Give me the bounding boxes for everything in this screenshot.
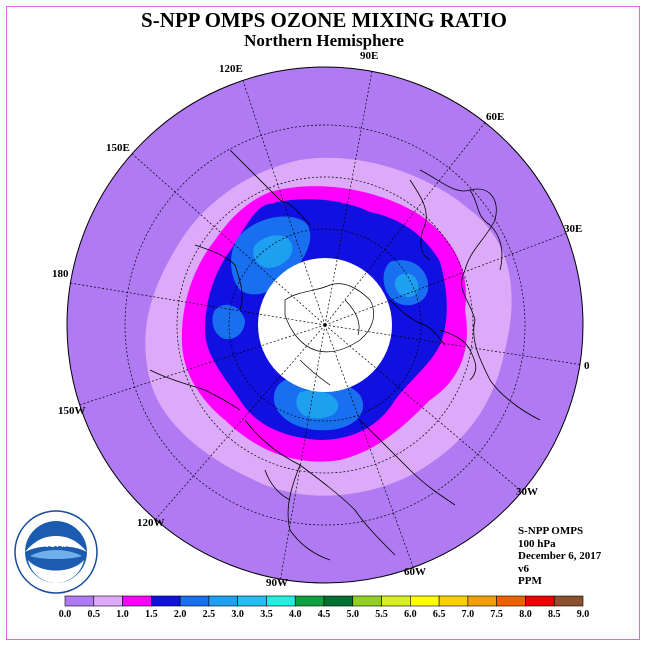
- colorbar-tick-label: 0.0: [58, 609, 72, 620]
- colorbar-tick-label: 1.0: [116, 609, 129, 620]
- contour-lightblue-1: [253, 235, 293, 268]
- arctic-coastlines: [284, 283, 374, 386]
- colorbar-swatch: [294, 595, 325, 607]
- lon-label-60w: 60W: [404, 566, 426, 578]
- colorbar-tick-label: 2.0: [173, 609, 187, 620]
- colorbar-tick-label: 8.0: [519, 609, 532, 620]
- colorbar-tick-label: 2.5: [202, 609, 216, 620]
- colorbar-tick-label: 5.5: [375, 609, 388, 620]
- colorbar-swatch: [553, 595, 584, 607]
- colorbar-tick-label: 7.0: [461, 609, 475, 620]
- colorbar-swatch: [467, 595, 497, 607]
- colorbar-tick-label: 5.0: [346, 609, 360, 620]
- map-subtitle: Northern Hemisphere: [244, 31, 404, 50]
- colorbar-tick-label: 1.5: [145, 609, 158, 620]
- lon-label-90e: 90E: [360, 50, 379, 62]
- colorbar-tick-label: 6.5: [432, 609, 446, 620]
- lon-label-0: 0: [584, 360, 590, 372]
- colorbar-swatch: [208, 595, 238, 607]
- colorbar-swatch: [64, 595, 95, 607]
- contour-lightblue-2: [394, 273, 419, 298]
- colorbar-swatch: [151, 595, 181, 607]
- colorbar-tick-label: 7.5: [490, 609, 503, 620]
- colorbar-swatch: [122, 595, 152, 607]
- lon-label-90w: 90W: [266, 577, 288, 589]
- info-block: S-NPP OMPS 100 hPa December 6, 2017 v6 P…: [518, 525, 601, 588]
- info-version: v6: [518, 562, 529, 575]
- lon-label-180: 180: [52, 268, 69, 280]
- coastlines: [149, 149, 541, 561]
- lon-label-120e: 120E: [219, 63, 243, 75]
- map-title: S-NPP OMPS OZONE MIXING RATIO: [141, 8, 507, 32]
- colorbar-swatch: [179, 595, 210, 607]
- colorbar-tick-label: 4.0: [288, 609, 302, 620]
- colorbar-tick-label: 0.5: [87, 609, 101, 620]
- colorbar-swatch: [525, 595, 555, 607]
- colorbar-tick-label: 8.5: [547, 609, 561, 620]
- colorbar-tick-label: 9.0: [576, 609, 590, 620]
- colorbar-tick-label: 3.0: [231, 609, 244, 620]
- info-date: December 6, 2017: [518, 550, 602, 562]
- colorbar-swatch: [410, 595, 440, 607]
- colorbar: [64, 595, 584, 607]
- lon-label-150e: 150E: [106, 142, 130, 154]
- contour-lightblue-3: [296, 390, 339, 419]
- colorbar-swatch: [237, 595, 267, 607]
- contour-midblue-west2: [212, 304, 245, 340]
- info-units: PPM: [518, 575, 542, 587]
- lon-label-120w: 120W: [137, 517, 165, 529]
- lon-label-60e: 60E: [486, 111, 505, 123]
- colorbar-swatch: [93, 595, 123, 607]
- map-border: [66, 66, 584, 584]
- graticule: [69, 67, 583, 583]
- colorbar-swatch: [352, 595, 382, 607]
- colorbar-tick-label: 3.5: [260, 609, 273, 620]
- colorbar-tick-label: 4.5: [317, 609, 331, 620]
- lon-label-30e: 30E: [564, 223, 583, 235]
- colorbar-swatch: [438, 595, 469, 607]
- colorbar-swatch: [381, 595, 411, 607]
- lon-label-30w: 30W: [516, 486, 538, 498]
- colorbar-tick-label: 6.0: [404, 609, 417, 620]
- info-pressure: 100 hPa: [518, 537, 556, 550]
- figure-frame: [6, 6, 640, 640]
- colorbar-swatch: [266, 595, 296, 607]
- info-instrument: S-NPP OMPS: [518, 525, 584, 537]
- colorbar-swatch: [496, 595, 526, 607]
- lon-label-150w: 150W: [58, 405, 86, 417]
- colorbar-swatch: [323, 595, 354, 607]
